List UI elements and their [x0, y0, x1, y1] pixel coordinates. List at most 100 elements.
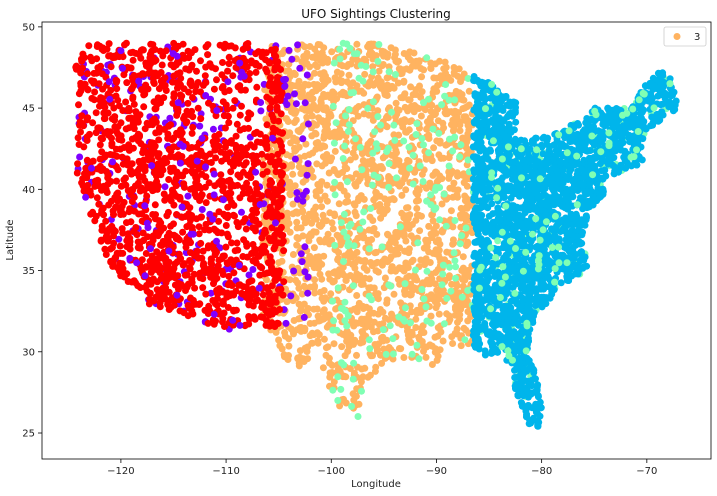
cluster-3-point [356, 175, 364, 183]
cluster-1-point [473, 140, 481, 148]
cluster-1-point [481, 245, 489, 253]
cluster-1-point [470, 252, 478, 260]
cluster-1-point [525, 293, 533, 301]
cluster-3-point [368, 236, 376, 243]
cluster-1-point [513, 251, 520, 259]
cluster-2-point [511, 289, 519, 297]
cluster-3-point [309, 95, 317, 103]
cluster-2-point [409, 151, 417, 159]
cluster-3-point [398, 167, 405, 175]
cluster-3-point [381, 88, 389, 96]
cluster-3-point [375, 67, 383, 75]
cluster-2-point [502, 202, 510, 210]
cluster-3-point [401, 90, 409, 98]
cluster-3-point [439, 74, 447, 82]
cluster-2-point [536, 175, 544, 183]
cluster-2-point [476, 266, 484, 274]
cluster-2-point [334, 397, 342, 404]
cluster-3-point [409, 256, 417, 264]
cluster-3-point [452, 115, 460, 123]
cluster-3-point [406, 96, 414, 104]
cluster-3-point [346, 249, 354, 257]
cluster-3-point [427, 59, 435, 67]
cluster-3-point [399, 123, 407, 131]
cluster-3-point [433, 356, 441, 364]
cluster-2-point [565, 127, 573, 135]
cluster-3-point [436, 137, 444, 145]
cluster-1-point [503, 288, 511, 296]
cluster-3-point [291, 182, 299, 190]
cluster-3-point [437, 256, 445, 264]
cluster-3-point [440, 154, 448, 162]
cluster-1-point [472, 224, 480, 232]
cluster-1-point [528, 137, 536, 145]
cluster-1-point [574, 226, 582, 234]
cluster-3-point [430, 144, 438, 152]
cluster-3-point [459, 253, 467, 261]
cluster-3-point [409, 106, 417, 114]
cluster-1-point [561, 159, 569, 167]
cluster-2-point [345, 223, 353, 230]
cluster-2-point [369, 149, 377, 157]
cluster-2-point [358, 166, 366, 174]
cluster-1-point [632, 115, 640, 123]
cluster-2-point [349, 282, 357, 290]
cluster-3-point [395, 57, 402, 65]
cluster-3-point [375, 179, 383, 187]
cluster-1-point [534, 393, 542, 401]
cluster-3-point [356, 339, 364, 347]
cluster-3-point [292, 107, 300, 115]
cluster-1-point [469, 175, 477, 183]
cluster-2-point [639, 89, 647, 97]
cluster-3-point [458, 267, 466, 274]
cluster-3-point [290, 330, 297, 338]
cluster-0-point [297, 250, 305, 258]
cluster-1-point [531, 302, 539, 309]
cluster-1-point [573, 269, 581, 277]
cluster-2-point [408, 350, 416, 358]
cluster-1-point [519, 222, 527, 230]
cluster-1-point [541, 199, 549, 207]
cluster-1-point [524, 330, 532, 338]
cluster-3-point [449, 236, 457, 244]
cluster-2-point [357, 61, 365, 69]
cluster-2-point [588, 132, 596, 140]
cluster-3-point [325, 169, 333, 177]
cluster-3-point [396, 182, 404, 190]
cluster-3-point [460, 113, 468, 121]
cluster-3-point [330, 378, 338, 386]
cluster-2-point [364, 104, 372, 112]
cluster-1-point [505, 309, 513, 317]
cluster-2-point [496, 294, 504, 301]
cluster-1-point [514, 392, 522, 399]
cluster-3-point [456, 211, 464, 219]
cluster-3-point [353, 292, 361, 299]
cluster-2-point [359, 218, 367, 226]
cluster-3-point [413, 211, 421, 219]
cluster-3-point [440, 124, 448, 132]
cluster-2-point [423, 54, 431, 62]
cluster-1-point [471, 206, 479, 214]
cluster-2-point [420, 99, 427, 107]
cluster-1-point [559, 265, 567, 273]
cluster-3-point [465, 87, 473, 95]
cluster-0-point [304, 273, 312, 281]
cluster-2-point [415, 355, 423, 363]
cluster-2-point [337, 219, 345, 227]
cluster-3-point [434, 324, 442, 332]
cluster-3-point [338, 343, 346, 351]
cluster-1-point [488, 107, 496, 115]
cluster-3-point [456, 127, 464, 135]
cluster-3-point [289, 251, 297, 258]
cluster-3-point [350, 305, 358, 313]
cluster-3-point [412, 86, 420, 94]
cluster-2-point [451, 133, 459, 141]
cluster-1-point [649, 74, 657, 82]
cluster-2-point [634, 128, 642, 135]
cluster-2-point [425, 95, 432, 103]
cluster-3-point [455, 91, 463, 99]
cluster-1-point [535, 293, 543, 301]
cluster-2-point [512, 245, 519, 252]
cluster-1-point [498, 334, 506, 342]
cluster-1-point [520, 240, 528, 248]
